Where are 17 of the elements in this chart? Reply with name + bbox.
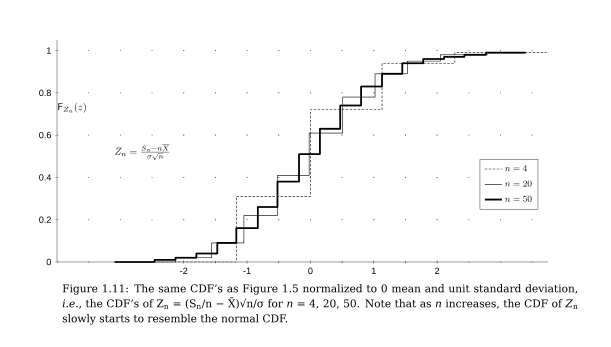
y-tick-label: 0 [46, 258, 51, 266]
x-tick-label: 0 [308, 268, 313, 274]
x-tick-label: 2 [435, 268, 440, 274]
legend-label: $n = 4$ [505, 165, 528, 172]
y-tick-label: 0.4 [39, 174, 52, 181]
x-tick-label: -1 [243, 268, 251, 274]
legend-label: $n = 50$ [505, 196, 532, 202]
y-tick-label: 0.6 [39, 132, 51, 138]
y-tick-label: 0.2 [39, 216, 51, 223]
x-tick-label: 1 [372, 268, 376, 274]
y-tick-label: 0.8 [39, 90, 51, 96]
y-tick-label: 1 [47, 47, 51, 54]
annotation: $Z_n = \frac{S_n - n\overline{X}}{\sigma\sqrt{n}}$ [114, 144, 170, 160]
y-axis-title: $\mathsf{F}_{Z_n}(z)$ [58, 102, 86, 113]
text: Figure 1.11: The same CDF’s as Figure 1.5 normalized to 0 mean and unit standard deviation, i.e., the CDF’s of Z$_{n}$ = (S$_{n}$/n − X̄)√n/σ for n = 4, 20, 50. Note that as n increases, the CDF of Z$_{n}$ slowly starts to resemble the normal CDF. [62, 284, 578, 325]
legend-label: $n = 20$ [505, 180, 532, 187]
x-tick-label: -2 [180, 268, 188, 274]
